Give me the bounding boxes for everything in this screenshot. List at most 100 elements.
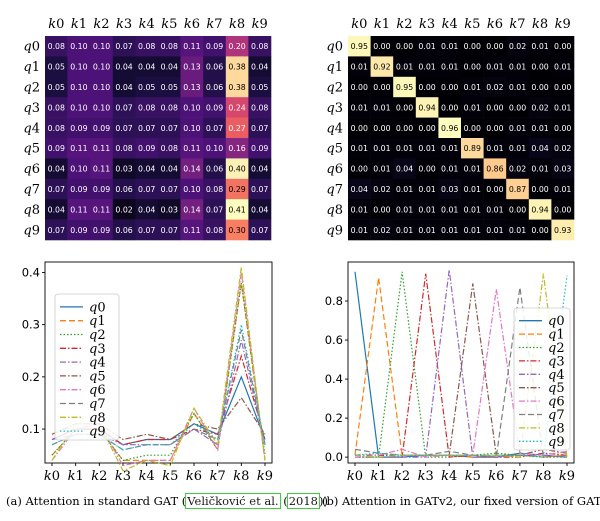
heatmap-b-value: 0.94 <box>531 205 548 214</box>
heatmap-a-value: 0.10 <box>70 83 87 92</box>
heatmap-a-value: 0.08 <box>206 185 223 194</box>
heatmap-a-value: 0.08 <box>161 42 178 51</box>
heatmap-b-value: 0.00 <box>441 103 458 112</box>
heatmap-b-cell <box>415 76 439 98</box>
heatmap-b-cell <box>528 138 552 159</box>
heatmap-a-cell <box>135 199 159 220</box>
heatmap-b-cell <box>506 219 530 241</box>
heatmap-b-value: 0.01 <box>396 185 413 194</box>
caption-a-prefix: (a) Attention in standard GAT ( <box>6 494 187 508</box>
heatmap-b-cell <box>393 117 417 139</box>
heatmap-b-value: 0.00 <box>351 165 368 174</box>
heatmap-a-cell <box>248 76 272 98</box>
caption-a-citation-year[interactable]: 2018 <box>286 493 321 509</box>
heatmap-b-cell <box>528 158 552 180</box>
heatmap-a-cell <box>248 117 272 139</box>
heatmap-a-cell <box>67 158 91 180</box>
line-chart-b-x-tick-label: k1 <box>370 469 386 484</box>
heatmap-b-cell <box>415 158 439 180</box>
heatmap-a-cell <box>67 36 91 57</box>
heatmap-a-y-tick-label: q3 <box>23 101 40 116</box>
heatmap-b-cell <box>528 76 552 98</box>
heatmap-a-cell <box>158 97 181 118</box>
heatmap-a-cell <box>248 219 272 241</box>
heatmap-b-value: 0.00 <box>464 124 481 133</box>
heatmap-a-value: 0.08 <box>161 144 178 153</box>
heatmap-a-value: 0.08 <box>115 144 132 153</box>
heatmap-a-cell <box>90 36 114 57</box>
heatmap-b-cell <box>415 138 439 159</box>
heatmap-a-value: 0.10 <box>70 42 87 51</box>
heatmap-a-value: 0.10 <box>93 83 110 92</box>
heatmap-b-cell <box>483 56 507 78</box>
heatmap-b-value: 0.01 <box>531 124 548 133</box>
heatmap-a-cell <box>90 199 114 220</box>
heatmap-b-value: 0.00 <box>418 83 435 92</box>
heatmap-a-value: 0.09 <box>206 42 223 51</box>
heatmap-a-cell <box>45 158 68 180</box>
heatmap-a-cell <box>112 178 136 200</box>
heatmap-a-cell <box>135 117 159 139</box>
line-chart-b-frame <box>347 261 575 464</box>
heatmap-b-value: 0.00 <box>486 185 503 194</box>
heatmap-a-cell <box>135 178 159 200</box>
heatmap-a-value: 0.09 <box>70 226 87 235</box>
heatmap-b-value: 0.01 <box>351 226 368 235</box>
heatmap-b-cell <box>551 97 575 118</box>
caption-a-citation-author[interactable]: Veličković et al. <box>185 493 281 509</box>
heatmap-b-value: 0.00 <box>554 42 571 51</box>
heatmap-b-y-tick-label: q7 <box>326 183 343 198</box>
heatmap-a-cell <box>67 138 91 159</box>
legend-label-q7: q7 <box>89 397 106 412</box>
line-chart-b-x-tick-label: k8 <box>535 469 551 484</box>
heatmap-b-cell <box>370 76 394 98</box>
heatmap-a-value: 0.10 <box>206 144 223 153</box>
heatmap-b-cell <box>438 97 462 118</box>
heatmap-a-value: 0.06 <box>115 185 132 194</box>
legend-label-q9: q9 <box>89 425 106 440</box>
heatmap-a-value: 0.08 <box>48 103 65 112</box>
line-chart-b-series-q5 <box>355 283 568 456</box>
heatmap-b-value: 0.01 <box>351 205 368 214</box>
heatmap-a-value: 0.05 <box>251 83 268 92</box>
heatmap-a-value: 0.14 <box>183 165 200 174</box>
heatmap-a-value: 0.07 <box>206 205 223 214</box>
heatmap-b-value: 0.00 <box>486 124 503 133</box>
heatmap-b-value: 0.01 <box>486 205 503 214</box>
heatmap-a-cell <box>180 76 204 98</box>
heatmap-a-cell <box>67 117 91 139</box>
heatmap-b-value: 0.00 <box>351 83 368 92</box>
heatmap-b-cell <box>370 97 394 118</box>
heatmap-b-cell <box>348 36 371 57</box>
heatmap-b-cell <box>461 76 484 98</box>
heatmap-a-cell <box>112 56 136 78</box>
heatmap-a-cell <box>135 76 159 98</box>
heatmap-b-cell <box>370 158 394 180</box>
heatmap-a-cell <box>45 178 68 200</box>
heatmap-b-value: 0.01 <box>373 165 390 174</box>
heatmap-a-cell <box>225 219 249 241</box>
line-chart-a-x-tick-label: k9 <box>257 469 273 484</box>
heatmap-a-cell <box>45 138 68 159</box>
heatmap-b-value: 0.00 <box>373 42 390 51</box>
legend-label-q4: q4 <box>89 356 106 371</box>
heatmap-b-cell <box>370 36 394 57</box>
heatmap-a-cell <box>225 138 249 159</box>
heatmap-a-y-tick-label: q0 <box>23 40 40 55</box>
heatmap-a-value: 0.09 <box>93 226 110 235</box>
heatmap-a-value: 0.09 <box>251 144 268 153</box>
heatmap-a-value: 0.10 <box>70 165 87 174</box>
heatmap-b-cell <box>370 56 394 78</box>
heatmap-b-cell <box>461 138 484 159</box>
heatmap-a-cell <box>135 158 159 180</box>
heatmap-b-cell <box>370 178 394 200</box>
heatmap-a-value: 0.08 <box>48 42 65 51</box>
line-chart-b-x-tick-label: k6 <box>488 469 504 484</box>
heatmap-a-cell <box>112 76 136 98</box>
heatmap-b-cell <box>415 199 439 220</box>
heatmap-b-value: 0.01 <box>351 63 368 72</box>
line-chart-b-x-tick-label: k4 <box>441 469 457 484</box>
heatmap-a-value: 0.07 <box>161 226 178 235</box>
heatmap-a-cell <box>225 76 249 98</box>
heatmap-b-value: 0.02 <box>554 144 571 153</box>
